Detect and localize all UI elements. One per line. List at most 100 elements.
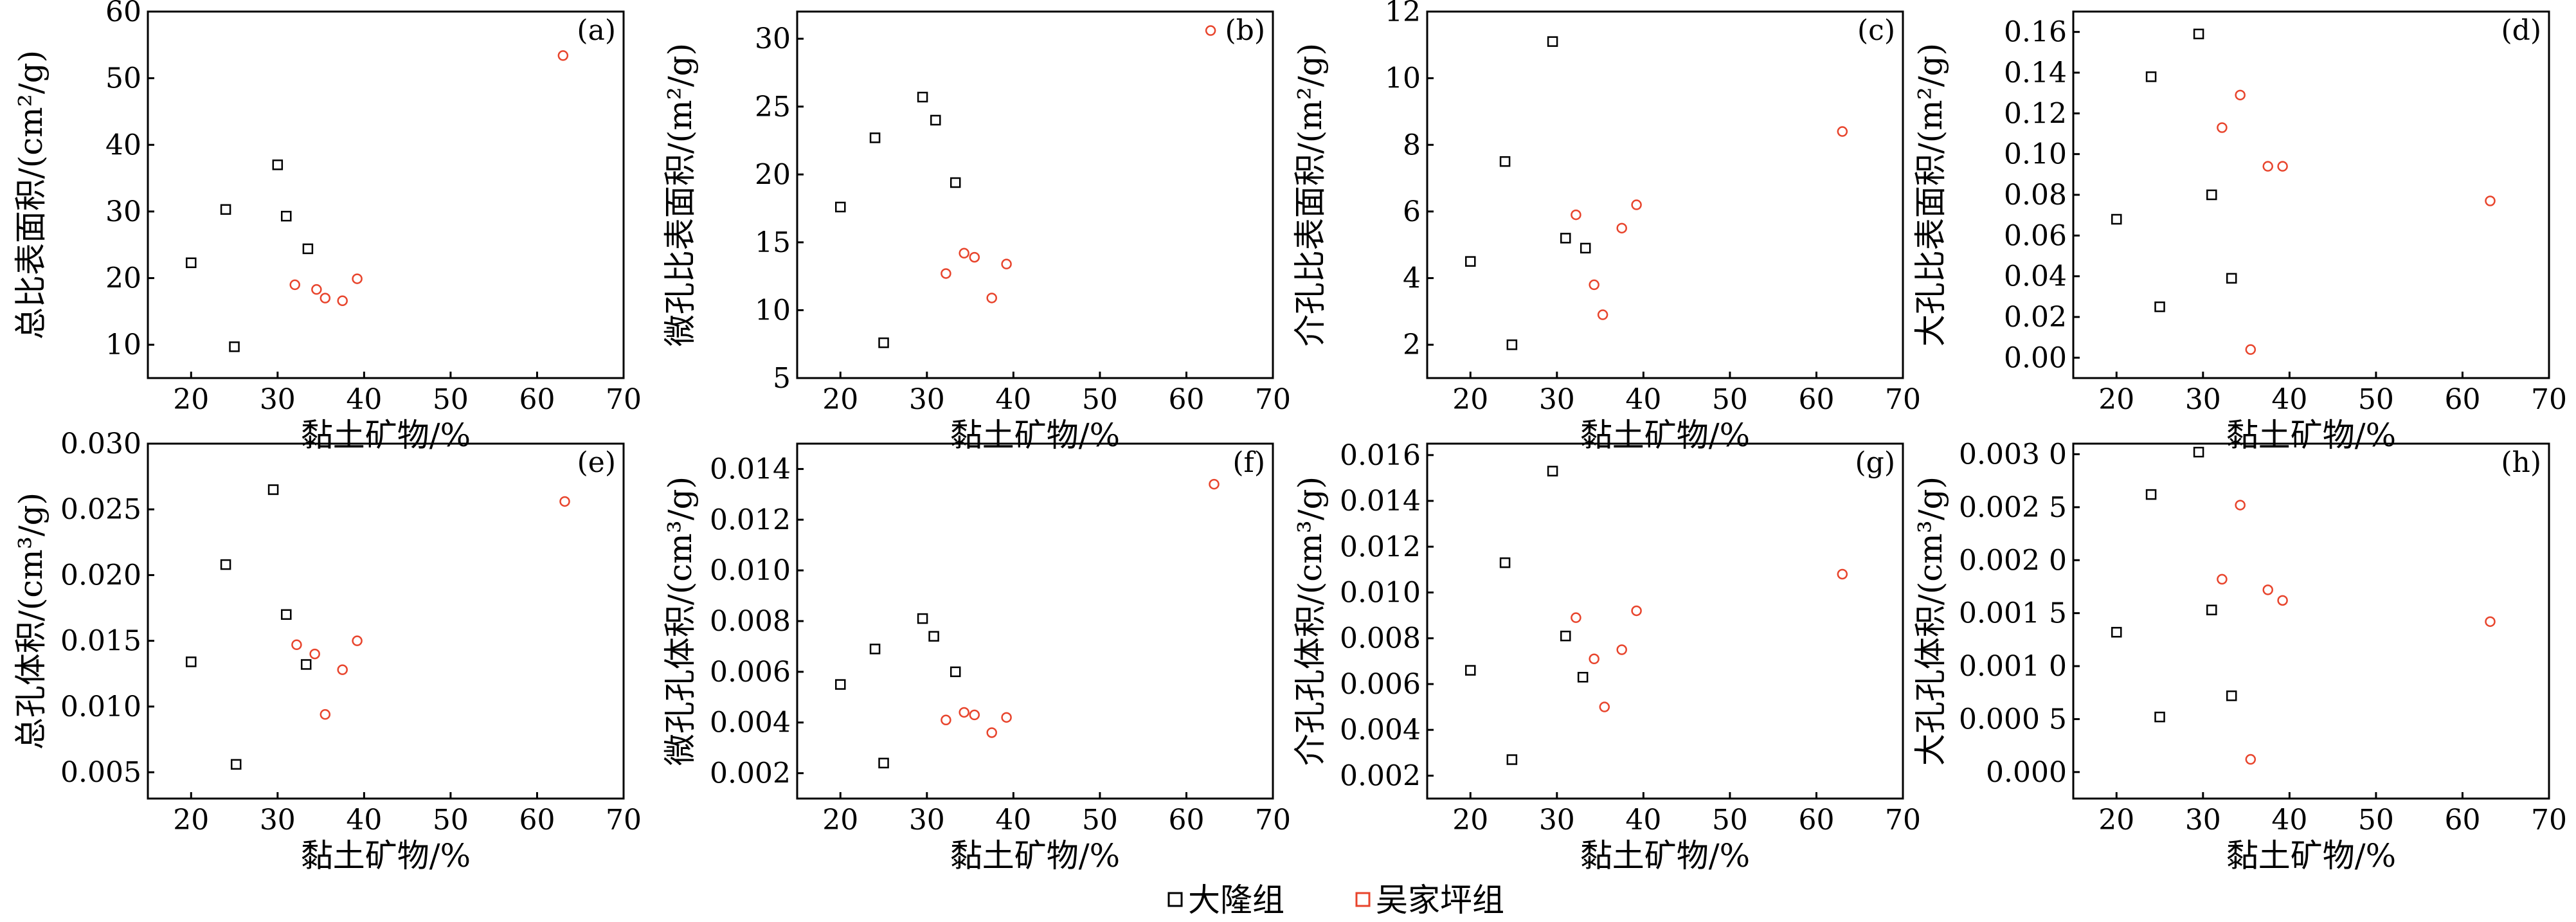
chart-g-x-tick-label: 60 xyxy=(1798,804,1834,836)
chart-f-point-wujiaping xyxy=(1209,478,1220,490)
chart-h-point-dalong xyxy=(2206,604,2217,615)
chart-g-point-dalong xyxy=(1499,557,1511,568)
chart-b-x-axis-title: 黏土矿物/% xyxy=(950,417,1120,454)
chart-f-point-wujiaping xyxy=(959,707,969,718)
chart-e-x-tick-label: 30 xyxy=(260,804,296,836)
chart-b-point-dalong xyxy=(917,91,928,103)
chart-f-x-axis-title: 黏土矿物/% xyxy=(950,837,1120,874)
chart-f-point-dalong xyxy=(835,679,846,690)
chart-g-y-tick-label: 0.006 xyxy=(1340,668,1421,701)
chart-b-x-tick-label: 20 xyxy=(822,383,858,416)
chart-f-y-tick-label: 0.012 xyxy=(710,503,791,536)
chart-h-x-tick-label: 60 xyxy=(2444,804,2480,836)
chart-d-y-axis-title: 大孔比表面积/(m²/g) xyxy=(1912,43,1949,347)
chart-g-y-tick-label: 0.008 xyxy=(1340,622,1421,655)
chart-d-point-dalong xyxy=(2226,273,2237,284)
chart-g-x-tick-label: 70 xyxy=(1885,804,1921,836)
chart-f-y-tick-label: 0.006 xyxy=(710,656,791,689)
chart-e-point-dalong xyxy=(230,759,242,770)
chart-f-y-axis-title: 微孔孔体积/(cm³/g) xyxy=(662,476,699,766)
chart-c-point-wujiaping xyxy=(1616,222,1627,234)
chart-b-y-tick-label: 15 xyxy=(755,226,791,259)
chart-f-x-tick-label: 70 xyxy=(1255,804,1291,836)
chart-d-point-wujiaping xyxy=(2262,161,2273,172)
chart-d-point-wujiaping xyxy=(2245,344,2256,355)
chart-c-x-tick-label: 50 xyxy=(1712,383,1748,416)
chart-a-point-dalong xyxy=(229,341,240,352)
chart-c-x-axis-title: 黏土矿物/% xyxy=(1580,417,1750,454)
chart-g: 20 30 40 50 60 70 0.002 0.004 0.006 0.008 0.010 0.0… xyxy=(1292,439,1921,874)
chart-b-point-wujiaping xyxy=(1001,258,1012,269)
chart-a-x-tick-label: 20 xyxy=(173,383,209,416)
chart-c-point-dalong xyxy=(1465,256,1476,267)
chart-d-x-tick-label: 40 xyxy=(2271,383,2307,416)
chart-c-x-tick-label: 30 xyxy=(1539,383,1575,416)
chart-h-point-wujiaping xyxy=(2485,616,2496,628)
chart-c-y-tick-label: 12 xyxy=(1385,0,1421,28)
chart-e-y-axis-title: 总孔体积/(cm³/g) xyxy=(12,493,50,750)
chart-e-point-dalong xyxy=(186,656,197,667)
chart-b-point-dalong xyxy=(930,114,941,126)
chart-a-x-tick-label: 30 xyxy=(260,383,296,416)
chart-g-point-wujiaping xyxy=(1616,644,1627,655)
chart-c-point-dalong xyxy=(1580,242,1591,254)
chart-a-point-dalong xyxy=(281,210,292,222)
chart-b-point-dalong xyxy=(835,201,846,213)
chart-f-point-dalong xyxy=(950,666,961,678)
chart-a-x-tick-label: 40 xyxy=(346,383,382,416)
chart-e-x-tick-label: 60 xyxy=(519,804,555,836)
chart-b-point-wujiaping xyxy=(969,251,980,263)
chart-c-y-tick-label: 6 xyxy=(1403,195,1421,228)
chart-h-point-dalong xyxy=(2145,489,2157,500)
chart-a-point-wujiaping xyxy=(337,295,348,307)
chart-f-point-wujiaping xyxy=(1001,712,1012,723)
chart-a-y-tick-label: 40 xyxy=(105,129,141,161)
chart-g-point-wujiaping xyxy=(1589,653,1599,665)
chart-g-y-axis-title: 介孔孔体积/(cm³/g) xyxy=(1292,476,1329,766)
chart-h-x-tick-label: 70 xyxy=(2531,804,2567,836)
chart-g-y-tick-label: 0.010 xyxy=(1340,576,1421,609)
chart-e-y-tick-label: 0.020 xyxy=(60,559,141,592)
chart-e-y-tick-label: 0.030 xyxy=(60,428,141,460)
legend-item-wujiaping: 吴家坪组 xyxy=(1355,881,1504,919)
chart-h-point-wujiaping xyxy=(2245,754,2256,765)
chart-a-y-tick-label: 30 xyxy=(105,195,141,228)
chart-h-point-dalong xyxy=(2226,690,2237,701)
chart-d-x-tick-label: 30 xyxy=(2185,383,2221,416)
chart-g-x-tick-label: 30 xyxy=(1539,804,1575,836)
chart-g-y-tick-label: 0.016 xyxy=(1340,439,1421,472)
chart-h-point-dalong xyxy=(2193,446,2204,458)
chart-a-x-tick-label: 60 xyxy=(519,383,555,416)
chart-a: 20 30 40 50 60 70 10 20 30 40 50 60 黏土矿物/% 总比表面积/(cm²… xyxy=(12,0,642,454)
chart-g-y-tick-label: 0.004 xyxy=(1340,714,1421,746)
chart-e-point-dalong xyxy=(220,559,231,570)
chart-f-point-dalong xyxy=(869,644,881,655)
chart-h-y-tick-label: 0.002 5 xyxy=(1959,491,2067,524)
chart-f-y-tick-label: 0.004 xyxy=(710,707,791,739)
chart-f-y-tick-label: 0.010 xyxy=(710,554,791,587)
chart-f-point-wujiaping xyxy=(986,727,997,738)
chart-g-panel-label: (g) xyxy=(1855,446,1896,479)
chart-f-x-tick-label: 60 xyxy=(1168,804,1204,836)
chart-f-point-wujiaping xyxy=(969,709,980,721)
chart-d-point-dalong xyxy=(2154,301,2165,312)
chart-c-y-axis-title: 介孔比表面积/(m²/g) xyxy=(1292,43,1329,347)
chart-e-point-dalong xyxy=(267,484,279,495)
chart-g-x-tick-label: 40 xyxy=(1625,804,1661,836)
chart-d-point-wujiaping xyxy=(2485,195,2496,206)
chart-d-y-tick-label: 0.00 xyxy=(2004,341,2067,374)
chart-a-point-dalong xyxy=(186,257,197,268)
chart-b-point-wujiaping xyxy=(1205,25,1216,36)
chart-e-point-wujiaping xyxy=(352,635,363,646)
chart-c-x-tick-label: 20 xyxy=(1452,383,1488,416)
chart-h-y-tick-label: 0.000 5 xyxy=(1959,703,2067,736)
chart-c-x-tick-label: 60 xyxy=(1798,383,1834,416)
chart-e-x-tick-label: 40 xyxy=(346,804,382,836)
chart-e-y-tick-label: 0.005 xyxy=(60,756,141,789)
chart-e-point-dalong xyxy=(281,609,292,620)
chart-f-plot-frame xyxy=(796,442,1274,800)
chart-f-x-tick-label: 40 xyxy=(995,804,1031,836)
chart-g-point-dalong xyxy=(1506,754,1518,765)
chart-a-point-dalong xyxy=(272,159,284,170)
chart-h-y-tick-label: 0.003 0 xyxy=(1959,438,2067,471)
